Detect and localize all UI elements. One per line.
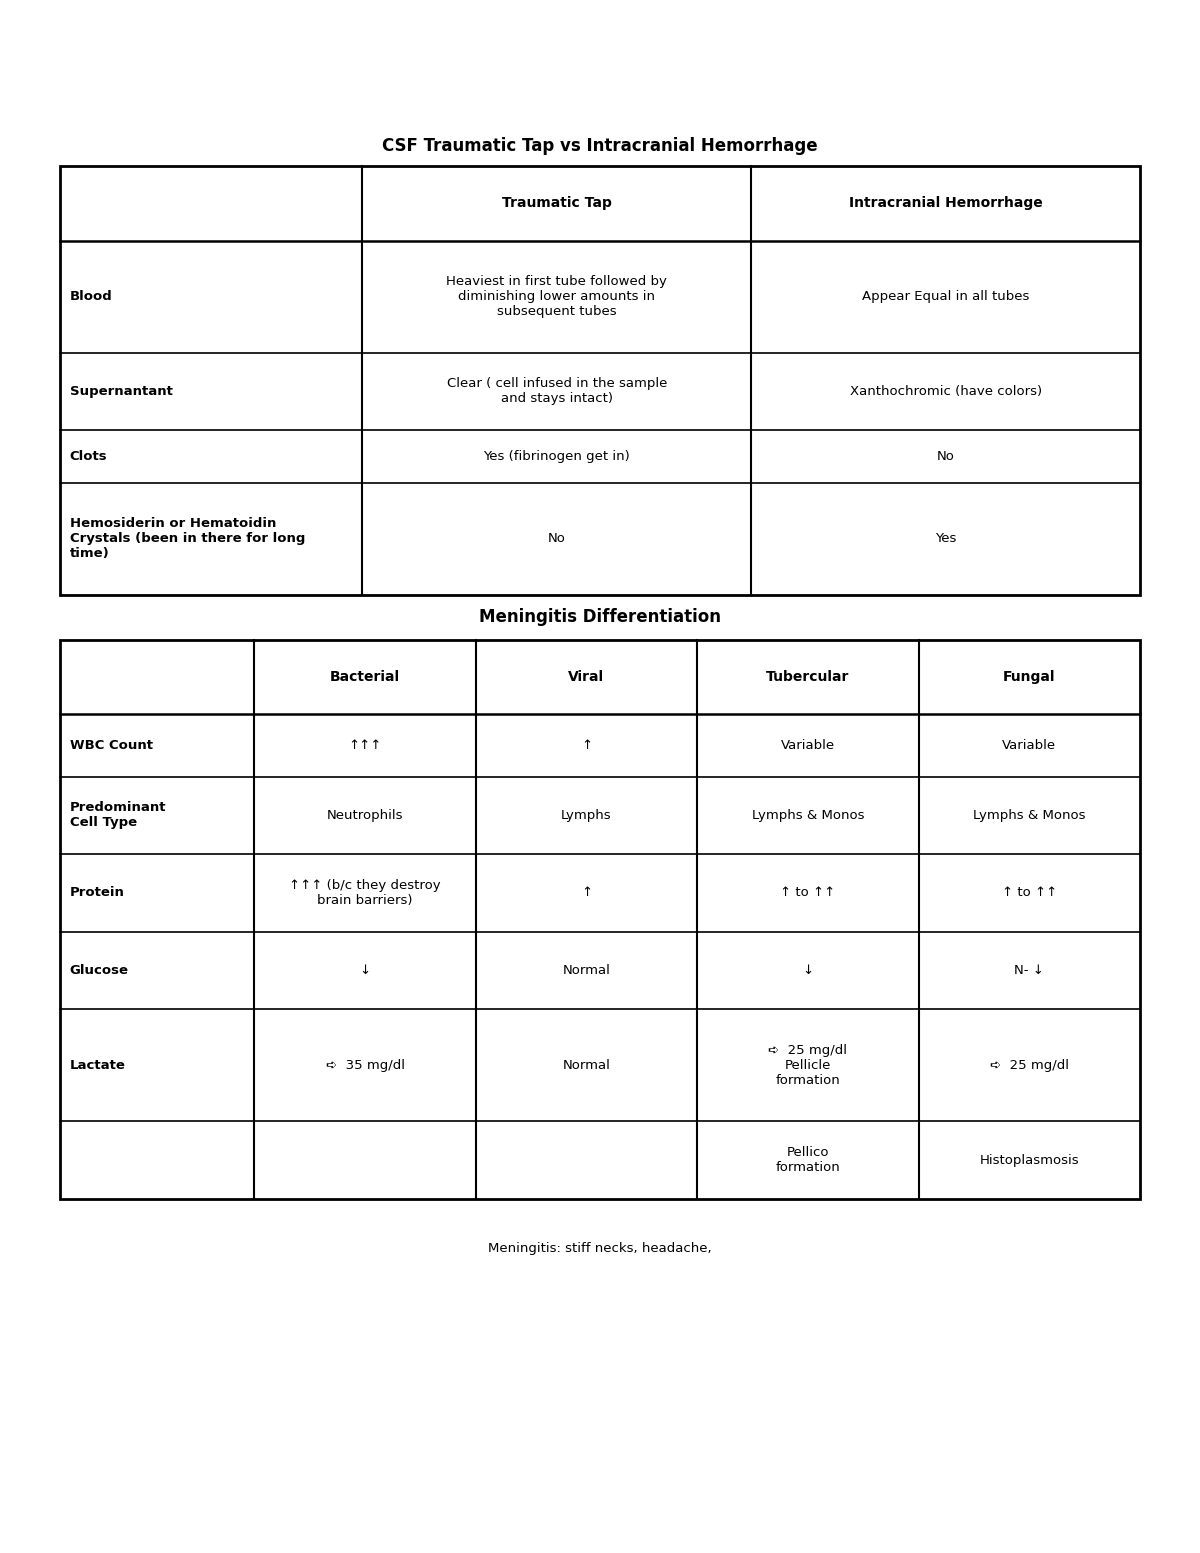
Text: Variable: Variable bbox=[1002, 739, 1056, 752]
Text: Fungal: Fungal bbox=[1003, 669, 1056, 685]
Text: Meningitis Differentiation: Meningitis Differentiation bbox=[479, 607, 721, 626]
Text: Histoplasmosis: Histoplasmosis bbox=[979, 1154, 1079, 1166]
Text: Hemosiderin or Hematoidin
Crystals (been in there for long
time): Hemosiderin or Hematoidin Crystals (been… bbox=[70, 517, 305, 561]
Text: Variable: Variable bbox=[781, 739, 835, 752]
Text: Pellico
formation: Pellico formation bbox=[775, 1146, 840, 1174]
Text: Glucose: Glucose bbox=[70, 964, 128, 977]
Text: Viral: Viral bbox=[569, 669, 605, 685]
Text: Yes: Yes bbox=[935, 533, 956, 545]
Text: ↑ to ↑↑: ↑ to ↑↑ bbox=[780, 887, 835, 899]
Text: ↑: ↑ bbox=[581, 739, 592, 752]
Text: Tubercular: Tubercular bbox=[767, 669, 850, 685]
Text: Yes (fibrinogen get in): Yes (fibrinogen get in) bbox=[484, 450, 630, 463]
Text: ↑ to ↑↑: ↑ to ↑↑ bbox=[1002, 887, 1057, 899]
Text: Normal: Normal bbox=[563, 1059, 611, 1072]
Text: ➪  25 mg/dl: ➪ 25 mg/dl bbox=[990, 1059, 1069, 1072]
Text: ↑↑↑: ↑↑↑ bbox=[348, 739, 382, 752]
Text: Lymphs: Lymphs bbox=[562, 809, 612, 822]
Bar bbox=[60, 640, 1140, 1199]
Text: Supernantant: Supernantant bbox=[70, 385, 173, 398]
Text: N- ↓: N- ↓ bbox=[1014, 964, 1044, 977]
Text: Clear ( cell infused in the sample
and stays intact): Clear ( cell infused in the sample and s… bbox=[446, 377, 667, 405]
Text: No: No bbox=[937, 450, 954, 463]
Text: Intracranial Hemorrhage: Intracranial Hemorrhage bbox=[848, 196, 1043, 211]
Text: Lymphs & Monos: Lymphs & Monos bbox=[973, 809, 1086, 822]
Text: WBC Count: WBC Count bbox=[70, 739, 152, 752]
Text: ↓: ↓ bbox=[803, 964, 814, 977]
Text: Lactate: Lactate bbox=[70, 1059, 126, 1072]
Text: Neutrophils: Neutrophils bbox=[326, 809, 403, 822]
Text: ↓: ↓ bbox=[360, 964, 371, 977]
Text: No: No bbox=[548, 533, 565, 545]
Text: Traumatic Tap: Traumatic Tap bbox=[502, 196, 612, 211]
Text: ➪  35 mg/dl: ➪ 35 mg/dl bbox=[325, 1059, 404, 1072]
Text: ↑: ↑ bbox=[581, 887, 592, 899]
Text: ➪  25 mg/dl
Pellicle
formation: ➪ 25 mg/dl Pellicle formation bbox=[768, 1044, 847, 1087]
Text: Xanthochromic (have colors): Xanthochromic (have colors) bbox=[850, 385, 1042, 398]
Text: Blood: Blood bbox=[70, 290, 113, 303]
Text: ↑↑↑ (b/c they destroy
brain barriers): ↑↑↑ (b/c they destroy brain barriers) bbox=[289, 879, 440, 907]
Text: Clots: Clots bbox=[70, 450, 107, 463]
Text: Normal: Normal bbox=[563, 964, 611, 977]
Text: Heaviest in first tube followed by
diminishing lower amounts in
subsequent tubes: Heaviest in first tube followed by dimin… bbox=[446, 275, 667, 318]
Text: Meningitis: stiff necks, headache,: Meningitis: stiff necks, headache, bbox=[488, 1242, 712, 1255]
Bar bbox=[60, 166, 1140, 595]
Text: Lymphs & Monos: Lymphs & Monos bbox=[751, 809, 864, 822]
Text: Predominant
Cell Type: Predominant Cell Type bbox=[70, 801, 166, 829]
Text: Appear Equal in all tubes: Appear Equal in all tubes bbox=[862, 290, 1030, 303]
Text: Bacterial: Bacterial bbox=[330, 669, 400, 685]
Text: CSF Traumatic Tap vs Intracranial Hemorrhage: CSF Traumatic Tap vs Intracranial Hemorr… bbox=[382, 137, 818, 155]
Text: Protein: Protein bbox=[70, 887, 125, 899]
